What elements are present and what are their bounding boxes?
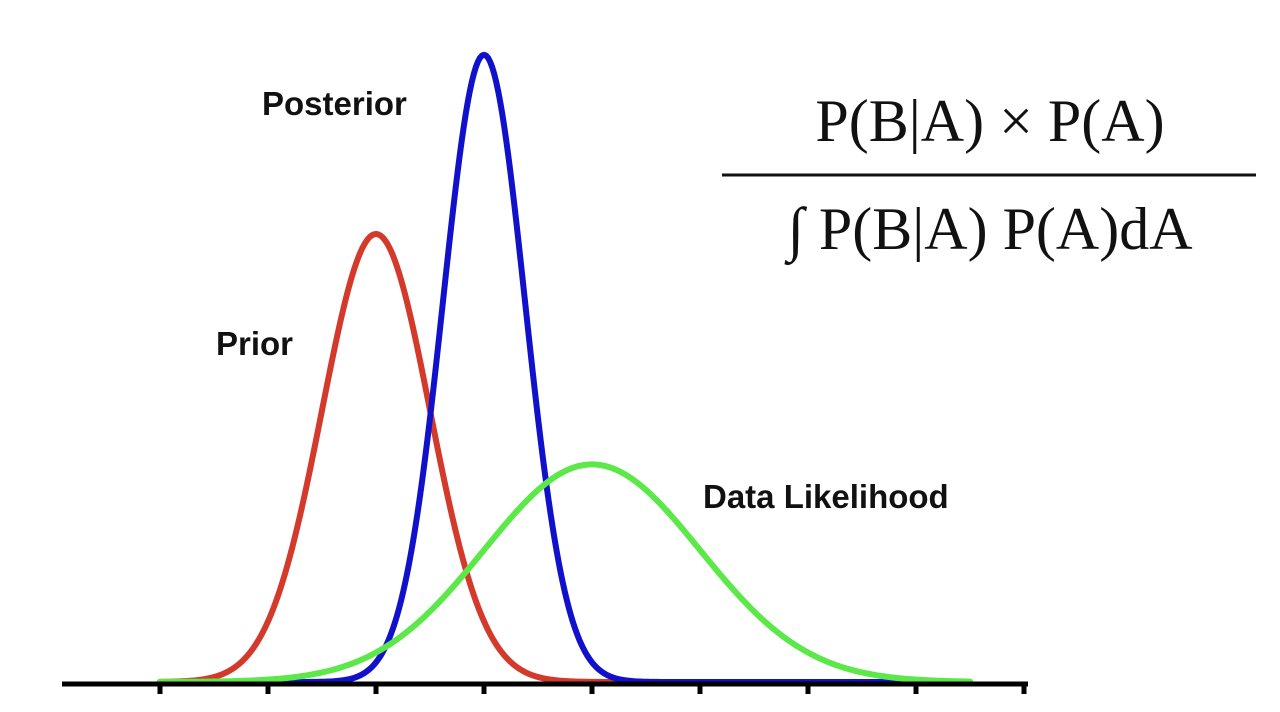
bayes-formula: P(B|A) × P(A) ∫ P(B|A) P(A)dA (722, 88, 1256, 266)
legend-label-posterior: Posterior (262, 85, 407, 122)
formula-denominator: ∫ P(B|A) P(A)dA (784, 196, 1192, 266)
series-line-prior (157, 231, 973, 685)
x-axis-ticks (157, 684, 1027, 694)
formula-numerator: P(B|A) × P(A) (815, 88, 1164, 154)
series-line-data-likelihood (157, 461, 973, 685)
legend-label-data-likelihood: Data Likelihood (703, 478, 949, 515)
legend-label-prior: Prior (216, 325, 293, 362)
